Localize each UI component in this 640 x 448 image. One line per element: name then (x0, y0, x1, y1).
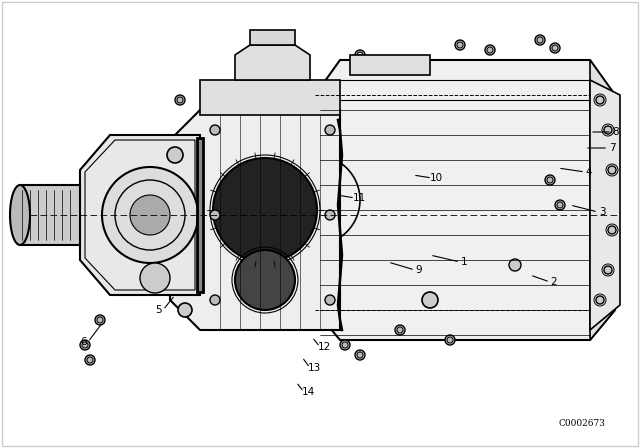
Text: 12: 12 (317, 342, 331, 352)
Polygon shape (20, 185, 80, 245)
Circle shape (455, 40, 465, 50)
Polygon shape (235, 45, 310, 80)
Circle shape (422, 292, 438, 308)
Polygon shape (80, 135, 200, 295)
Circle shape (235, 250, 295, 310)
Text: 2: 2 (550, 277, 557, 287)
Ellipse shape (10, 185, 30, 245)
Text: 8: 8 (612, 127, 620, 137)
Circle shape (213, 158, 317, 262)
Circle shape (210, 125, 220, 135)
Circle shape (325, 295, 335, 305)
Circle shape (130, 195, 170, 235)
Circle shape (604, 126, 612, 134)
Circle shape (485, 45, 495, 55)
Polygon shape (200, 80, 340, 115)
Circle shape (596, 96, 604, 104)
Circle shape (509, 259, 521, 271)
Text: 11: 11 (353, 193, 365, 203)
Polygon shape (590, 60, 615, 340)
Circle shape (210, 295, 220, 305)
Text: 7: 7 (609, 143, 615, 153)
Circle shape (167, 147, 183, 163)
Circle shape (395, 325, 405, 335)
Polygon shape (170, 110, 340, 330)
Circle shape (445, 335, 455, 345)
Circle shape (604, 266, 612, 274)
Circle shape (102, 167, 198, 263)
Circle shape (80, 340, 90, 350)
Polygon shape (315, 60, 615, 340)
Circle shape (178, 303, 192, 317)
Circle shape (608, 166, 616, 174)
Circle shape (355, 350, 365, 360)
Text: 10: 10 (429, 173, 443, 183)
Polygon shape (250, 30, 295, 45)
Polygon shape (197, 138, 203, 292)
Text: 6: 6 (81, 337, 87, 347)
Ellipse shape (295, 140, 335, 260)
Circle shape (555, 200, 565, 210)
Circle shape (85, 355, 95, 365)
Circle shape (550, 43, 560, 53)
Polygon shape (350, 55, 430, 75)
Circle shape (325, 210, 335, 220)
Circle shape (140, 263, 170, 293)
Text: 14: 14 (301, 387, 315, 397)
Text: 3: 3 (598, 207, 605, 217)
Circle shape (596, 296, 604, 304)
Text: 4: 4 (586, 167, 592, 177)
Circle shape (355, 50, 365, 60)
Circle shape (175, 95, 185, 105)
Text: 13: 13 (307, 363, 321, 373)
Circle shape (210, 210, 220, 220)
Circle shape (340, 340, 350, 350)
Circle shape (608, 226, 616, 234)
Circle shape (535, 35, 545, 45)
Text: 5: 5 (156, 305, 163, 315)
Text: 1: 1 (461, 257, 467, 267)
Text: C0002673: C0002673 (558, 419, 605, 428)
Circle shape (545, 175, 555, 185)
Text: 9: 9 (416, 265, 422, 275)
Circle shape (95, 315, 105, 325)
Polygon shape (590, 80, 620, 330)
Circle shape (325, 125, 335, 135)
